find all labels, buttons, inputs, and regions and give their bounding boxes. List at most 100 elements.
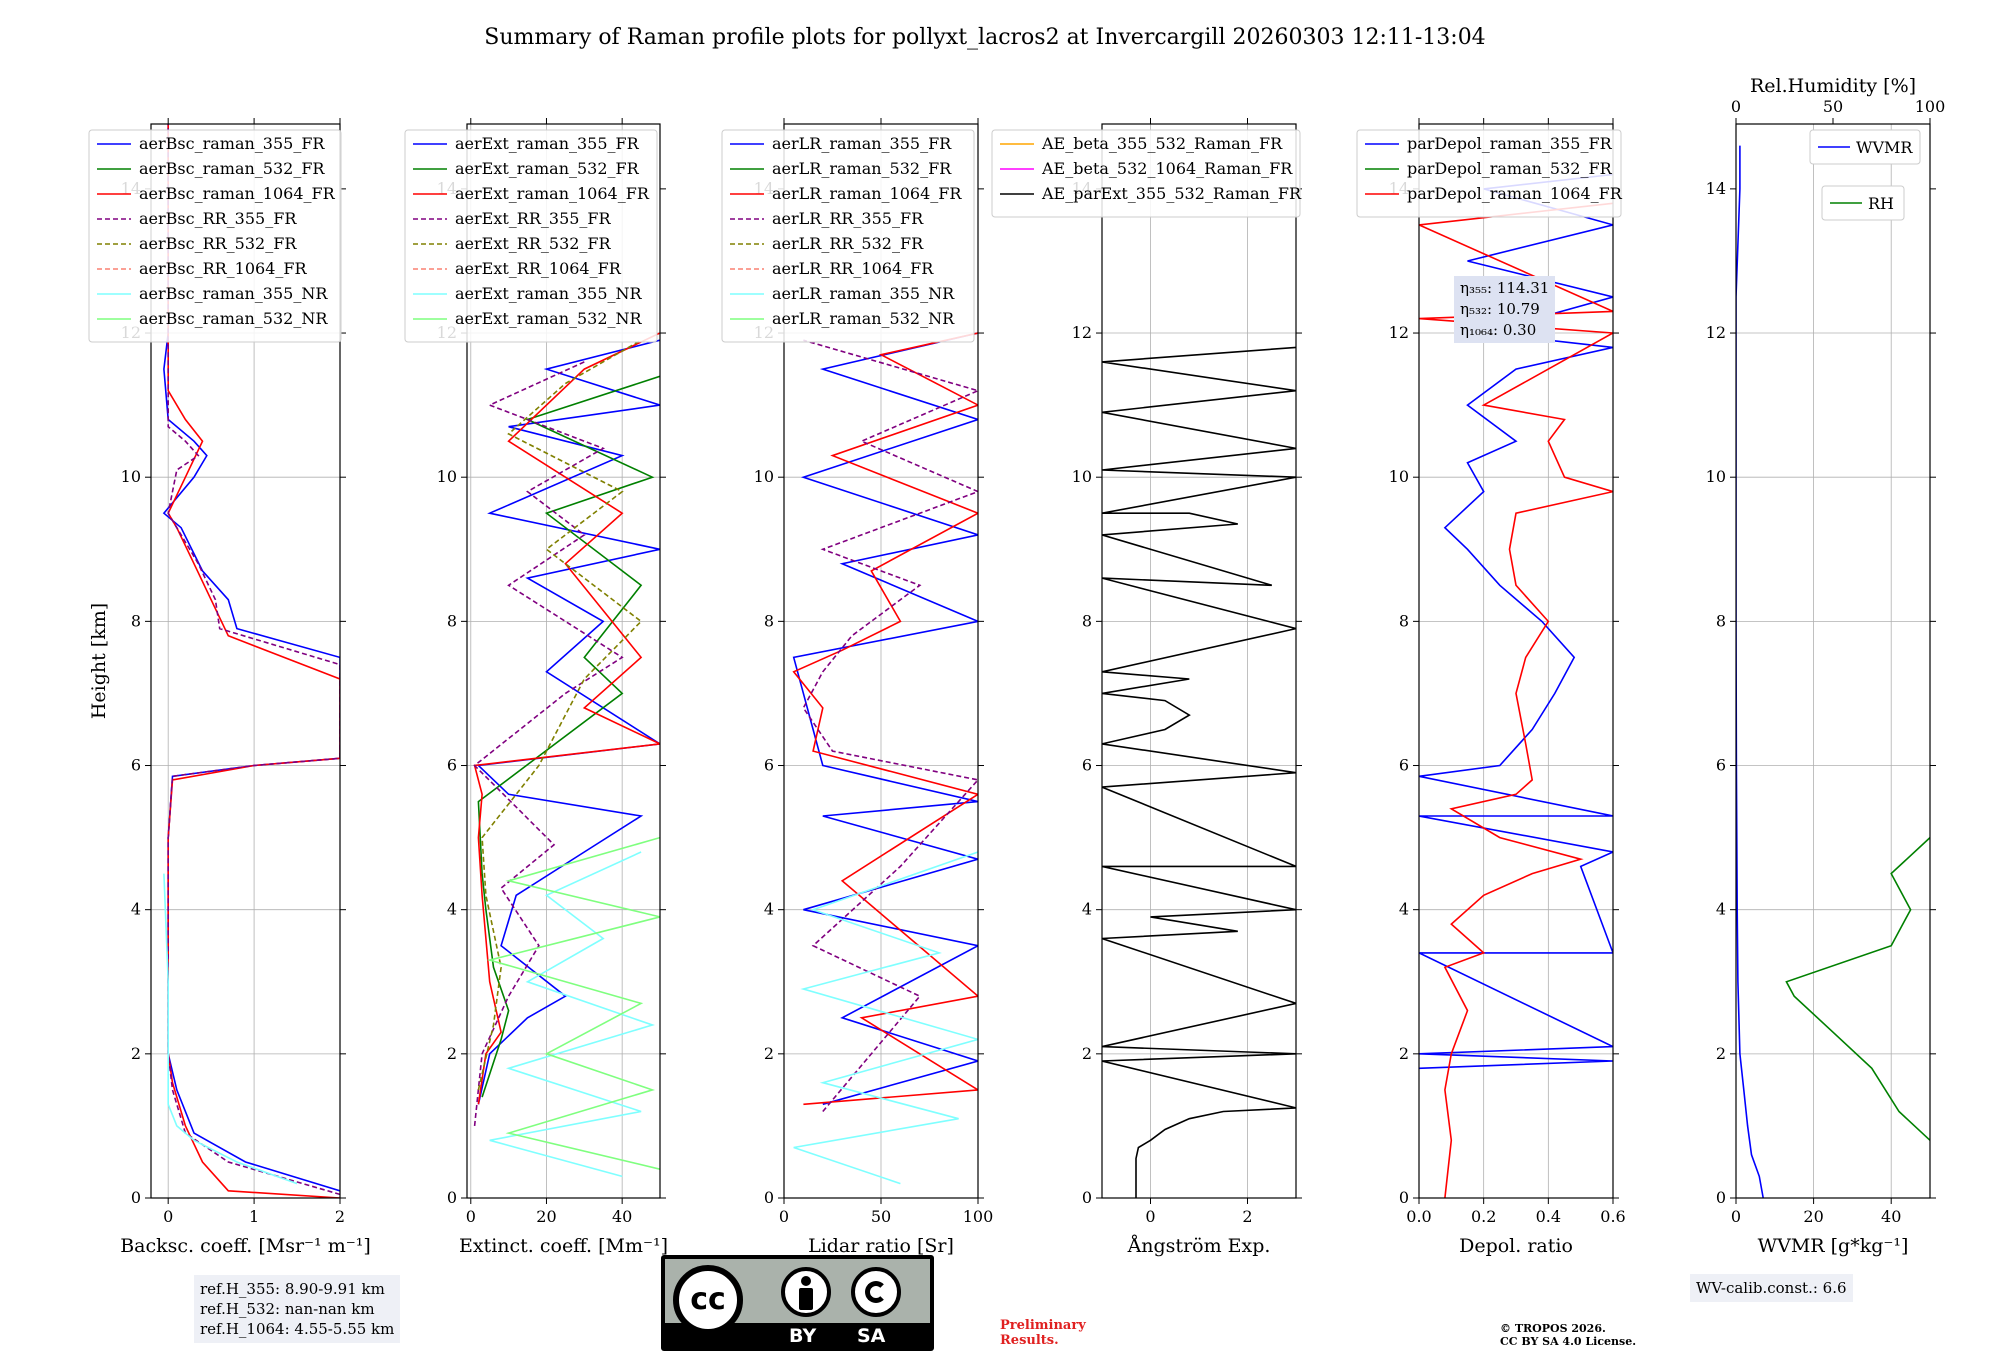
series-group — [792, 332, 978, 1185]
legend-entry: aerExt_raman_355_FR — [455, 134, 640, 153]
legend-entry: WVMR — [1856, 138, 1913, 157]
series-line-aerExt_raman_532_NR — [486, 836, 660, 1170]
cc-icon: cc — [673, 1265, 743, 1335]
y-tick-label: 4 — [1716, 900, 1726, 919]
y-tick-label: 8 — [764, 611, 774, 630]
y-tick-label: 8 — [1716, 611, 1726, 630]
y-tick-label: 10 — [754, 467, 774, 486]
x-axis-label: Lidar ratio [Sr] — [808, 1235, 954, 1257]
series-line-parDepol_raman_1064_FR — [1419, 202, 1613, 1198]
series-line-aerExt_raman_1064_FR — [473, 332, 660, 1105]
ref-h-355: ref.H_355: 8.90-9.91 km — [200, 1280, 385, 1298]
legend: aerExt_raman_355_FR aerExt_raman_532_FRae… — [404, 129, 658, 343]
preliminary-line1: Preliminary — [1000, 1318, 1086, 1333]
legend-entry: aerLR_raman_1064_FR — [772, 184, 962, 203]
x-tick-label: 40 — [612, 1207, 632, 1226]
series-line-aerBsc_raman_355_NR — [163, 873, 298, 1185]
legend-entry: aerExt_raman_532_NR — [455, 309, 643, 328]
legend-entry: parDepol_raman_355_FR — [1407, 134, 1613, 153]
x-axis-label: Depol. ratio — [1459, 1235, 1573, 1257]
legend-entry: aerExt_raman_532_FR — [455, 159, 640, 178]
top-tick-label: 100 — [1915, 97, 1946, 116]
legend-entry: aerLR_RR_355_FR — [772, 209, 924, 228]
legend-box — [721, 129, 975, 343]
y-tick-label: 8 — [131, 611, 141, 630]
legend: aerLR_raman_355_FR aerLR_raman_532_FR aerL… — [721, 129, 975, 343]
legend-entry: aerExt_RR_532_FR — [455, 234, 612, 253]
legend-entry: aerExt_raman_1064_FR — [455, 184, 650, 203]
legend-entry: RH — [1868, 194, 1894, 213]
y-tick-label: 12 — [1706, 323, 1726, 342]
y-tick-label: 2 — [764, 1044, 774, 1063]
y-tick-label: 10 — [1706, 467, 1726, 486]
legend-entry: aerLR_RR_532_FR — [772, 234, 924, 253]
y-tick-label: 2 — [1082, 1044, 1092, 1063]
legend: aerBsc_raman_355_FR aerBsc_raman_532_FRae… — [88, 129, 342, 343]
ref-h-532: ref.H_532: nan-nan km — [200, 1300, 375, 1318]
x-tick-label: 0 — [1731, 1207, 1741, 1226]
eta-1064: η₁₀₆₄: 0.30 — [1460, 321, 1537, 339]
y-tick-label: 4 — [131, 900, 141, 919]
legend: parDepol_raman_355_FR parDepol_raman_532_… — [1356, 129, 1623, 218]
legend-box — [1809, 129, 1921, 165]
series-group — [1102, 346, 1296, 1198]
eta-532: η₅₃₂: 10.79 — [1460, 300, 1540, 318]
x-tick-label: 0.4 — [1536, 1207, 1561, 1226]
preliminary-line2: Results. — [1000, 1333, 1059, 1348]
legend-entry: aerBsc_RR_532_FR — [139, 234, 297, 253]
y-tick-label: 2 — [1399, 1044, 1409, 1063]
series-line-AE_parExt_355_532_Raman_FR — [1102, 346, 1296, 1198]
y-tick-label: 10 — [1389, 467, 1409, 486]
legend-entry: AE_beta_355_532_Raman_FR — [1041, 134, 1283, 153]
series-line-aerLR_raman_1064_FR — [792, 332, 978, 1106]
preliminary-note: Preliminary Results. — [1000, 1318, 1086, 1348]
series-group — [1736, 145, 1930, 1198]
y-tick-label: 8 — [1399, 611, 1409, 630]
legend-entry: aerExt_RR_1064_FR — [455, 259, 622, 278]
y-tick-label: 0 — [764, 1188, 774, 1207]
y-tick-label: 6 — [1082, 756, 1092, 775]
legend-box — [404, 129, 658, 343]
series-line-aerExt_raman_532_FR — [477, 375, 660, 1098]
legend-entry: aerExt_RR_355_FR — [455, 209, 612, 228]
y-tick-label: 4 — [1082, 900, 1092, 919]
x-tick-label: 0.0 — [1406, 1207, 1431, 1226]
x-tick-label: 1 — [249, 1207, 259, 1226]
legend-entry: parDepol_raman_1064_FR — [1407, 184, 1623, 203]
axes-frame — [466, 123, 661, 1199]
legend-entry: aerBsc_raman_532_NR — [139, 309, 328, 328]
x-axis-label: Ångström Exp. — [1127, 1235, 1271, 1257]
series-line-aerBsc_RR_355_FR — [167, 124, 340, 1196]
axes-frame — [1418, 123, 1614, 1199]
x-tick-label: 40 — [1881, 1207, 1901, 1226]
series-line-RH — [1785, 835, 1930, 1142]
x-tick-label: 0.2 — [1471, 1207, 1496, 1226]
x-tick-label: 0.6 — [1600, 1207, 1625, 1226]
eta-355: η₃₅₅: 114.31 — [1460, 279, 1550, 297]
legend-entry: parDepol_raman_532_FR — [1407, 159, 1613, 178]
y-tick-label: 0 — [1082, 1188, 1092, 1207]
ref-h-1064: ref.H_1064: 4.55-5.55 km — [200, 1320, 395, 1338]
y-tick-label: 2 — [1716, 1044, 1726, 1063]
legend-entry: aerLR_raman_355_NR — [772, 284, 955, 303]
cc-license-badge[interactable]: cc BY SA — [661, 1255, 934, 1351]
series-line-WVMR — [1736, 145, 1764, 1198]
eta-box: η₃₅₅: 114.31 η₅₃₂: 10.79 η₁₀₆₄: 0.30 — [1454, 276, 1556, 343]
legend-RH: RH — [1821, 185, 1905, 221]
license-sa-label: SA — [857, 1325, 886, 1347]
attribution-icon — [781, 1267, 831, 1317]
y-tick-label: 8 — [1082, 611, 1092, 630]
x-tick-label: 20 — [536, 1207, 556, 1226]
y-tick-label: 2 — [447, 1044, 457, 1063]
legend-entry: aerLR_raman_355_FR — [772, 134, 952, 153]
copyright-line2: CC BY SA 4.0 License. — [1500, 1335, 1637, 1348]
y-tick-label: 12 — [1072, 323, 1092, 342]
series-line-aerLR_raman_355_FR — [792, 332, 978, 1106]
x-tick-label: 50 — [871, 1207, 891, 1226]
y-tick-label: 14 — [1706, 179, 1726, 198]
x-axis-label: Extinct. coeff. [Mm⁻¹] — [459, 1235, 668, 1257]
